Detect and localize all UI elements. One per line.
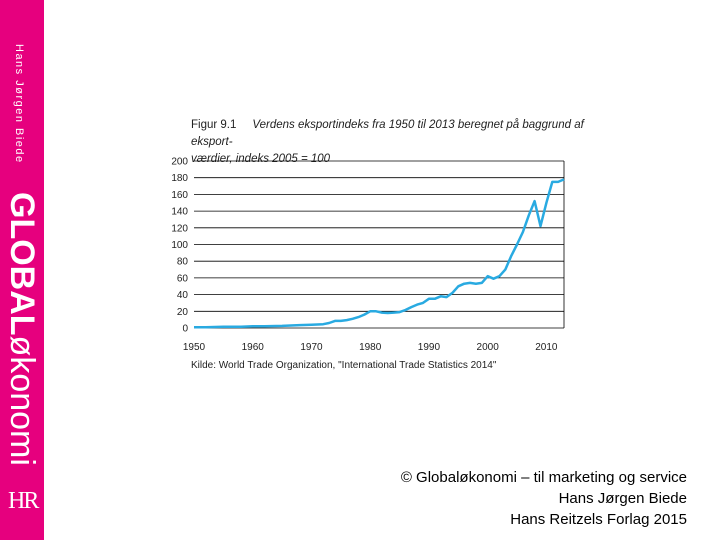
- series-line: [194, 178, 565, 329]
- x-tick-label: 1950: [183, 342, 206, 353]
- x-tick-label: 1960: [242, 342, 265, 353]
- y-tick-label: 60: [177, 273, 189, 284]
- figure-label: Figur 9.1: [191, 119, 237, 131]
- figure-caption: Figur 9.1 Verdens eksportindeks fra 1950 …: [191, 117, 601, 168]
- y-tick-label: 20: [177, 307, 189, 318]
- figure-source: Kilde: World Trade Organization, "Intern…: [191, 360, 497, 371]
- y-tick-label: 40: [177, 290, 189, 301]
- y-tick-label: 200: [171, 157, 188, 168]
- y-tick-label: 140: [171, 207, 188, 218]
- y-tick-label: 120: [171, 223, 188, 234]
- publisher-logo: HR: [8, 488, 39, 514]
- y-tick-label: 180: [171, 173, 188, 184]
- export-index-chart: 0 20 40 60 80 100 120 140 160 180 200 1950 1960 1970 1…: [171, 157, 565, 353]
- footer-copyright: © Globaløkonomi – til marketing og servi…: [400, 469, 687, 486]
- sidebar-author: Hans Jørgen Biede: [13, 44, 25, 164]
- y-tick-label: 100: [171, 240, 188, 251]
- book-title: GLOBALøkonomi: [3, 192, 41, 466]
- x-tick-label: 2000: [477, 342, 500, 353]
- x-tick-label: 1990: [418, 342, 441, 353]
- figure-caption-line1: Verdens eksportindeks fra 1950 til 2013 …: [191, 119, 584, 148]
- footer-author: Hans Jørgen Biede: [558, 490, 687, 507]
- x-tick-label: 1980: [359, 342, 382, 353]
- book-title-light: økonomi: [3, 335, 41, 466]
- y-tick-label: 160: [171, 190, 188, 201]
- footer: © Globaløkonomi – til marketing og servi…: [401, 467, 687, 530]
- sidebar: Hans Jørgen Biede GLOBALøkonomi HR: [0, 0, 44, 540]
- y-tick-label: 0: [182, 324, 188, 335]
- book-title-bold: GLOBAL: [3, 192, 41, 336]
- x-tick-label: 1970: [300, 342, 323, 353]
- x-tick-label: 2010: [535, 342, 558, 353]
- figure-caption-line2: værdier, indeks 2005 = 100: [191, 153, 331, 165]
- footer-publisher: Hans Reitzels Forlag 2015: [510, 511, 687, 528]
- y-tick-label: 80: [177, 257, 189, 268]
